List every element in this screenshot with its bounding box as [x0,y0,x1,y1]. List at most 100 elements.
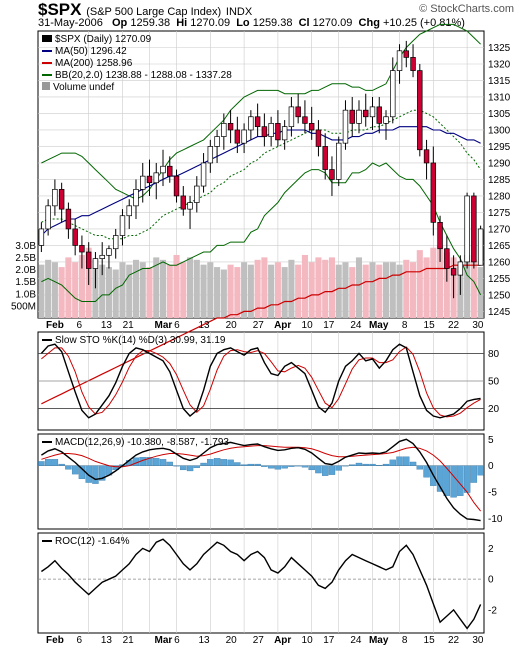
x-axis-label-top: 8 [402,320,408,331]
macd-hist-bar [322,465,329,476]
volume-bar [382,262,390,318]
x-axis-label-bottom: 30 [472,635,484,646]
legend-bb: BB(20,2.0) 1238.88 - 1288.08 - 1337.28 [42,70,232,81]
chg-label: Chg [358,17,380,29]
volume-bar [464,254,471,318]
volume-bar [153,257,160,318]
macd-hist-bar [153,458,160,466]
candle-up [38,228,45,246]
candle-up [207,146,214,164]
candle-up [356,109,362,124]
candle-up [281,126,288,141]
x-axis-label-top: 15 [424,320,436,331]
candle-up [112,235,119,250]
quote-line: 31-May-2006 Op 1259.38 Hi 1270.09 Lo 125… [38,17,465,29]
volume-tick-label: 1.0B [15,289,36,300]
candle-down [315,129,322,147]
macd-tick-label: 5 [488,435,494,446]
symbol-name: (S&P 500 Large Cap Index) [86,6,222,18]
macd-hist-bar [254,463,261,466]
macd-hist-bar [477,465,484,476]
macd-hist-bar [335,465,342,471]
candle-down [471,195,477,263]
volume-bar [349,267,356,318]
bb-mid-line [41,109,482,240]
macd-hist-bar [267,465,275,469]
candle-down [58,188,65,210]
symbol-title: $SPX (S&P 500 Large Cap Index) INDX [38,0,252,20]
volume-tick-label: 2.0B [15,265,36,276]
x-axis-label-top: May [369,320,389,331]
price-tick-label: 1310 [488,92,511,103]
candle-up [52,188,58,207]
volume-bar [227,264,234,318]
candle-down [329,169,335,180]
legend-volume-swatch [42,82,50,90]
x-axis-label-top: 24 [350,320,362,331]
macd-hist-bar [200,462,207,466]
candle-up [390,70,396,118]
x-axis-label-bottom: 13 [101,635,113,646]
volume-bar [335,264,342,318]
candle-up [342,109,349,144]
macd-hist-bar [470,465,478,483]
price-tick-label: 1305 [488,109,511,120]
legend-ma200: MA(200) 1258.96 [42,58,132,69]
macd-line [41,438,481,522]
macd-hist-bar [288,465,295,467]
candle-up [457,261,464,276]
cl-value: 1270.09 [312,17,353,29]
price-tick-label: 1260 [488,257,511,268]
volume-bar [416,250,423,318]
macd-hist-bar [240,464,248,466]
candle-down [295,106,301,118]
hi-value: 1270.09 [190,17,231,29]
x-axis-label-top: 30 [472,320,484,331]
macd-tick-label: 0 [488,461,494,472]
candle-up [119,215,126,236]
volume-bar [268,264,275,318]
volume-bar [437,245,444,318]
volume-bar [38,264,45,318]
volume-tick-label: 500M [11,301,36,312]
volume-bar [369,262,376,318]
candle-down [85,251,92,269]
roc-line [40,538,482,630]
roc-panel-label: ROC(12) -1.64% [42,536,129,547]
op-value: 1259.38 [130,17,171,29]
candle-up [106,248,112,256]
macd-panel-label: MACD(12,26,9) -10.380, -8.587, -1.793 [42,437,229,448]
volume-bar [112,269,119,318]
macd-hist-bar [315,465,322,474]
candle-down [275,123,281,141]
candle-up [335,142,342,180]
volume-bar [92,259,99,318]
macd-hist-bar [403,456,410,466]
candle-down [403,50,410,58]
x-axis-label-top: 13 [198,320,210,331]
candle-up [396,50,403,71]
volume-bar [214,267,221,318]
macd-hist-bar [159,459,167,466]
price-tick-label: 1280 [488,191,511,202]
candle-up [153,172,159,184]
x-axis-label-bottom: 24 [350,635,362,646]
macd-hist-bar [65,465,72,470]
volume-bar [247,264,254,318]
candle-down [437,221,443,250]
macd-hist-bar [71,465,79,475]
price-panel [37,30,485,319]
volume-bar [261,257,268,318]
x-axis-label-top: 6 [77,320,83,331]
symbol: $SPX [38,0,82,19]
x-axis-label-bottom: 6 [174,635,180,646]
macd-hist-bar [294,465,302,467]
macd-hist-bar [463,465,471,493]
roc-label-text: ROC(12) -1.64% [55,536,130,547]
op-label: Op [112,17,128,29]
legend-ma50-swatch [42,50,52,53]
x-axis-label-top: Feb [46,320,64,331]
volume-bar [166,264,173,318]
macd-hist-bar [38,461,45,466]
x-axis-label-bottom: 27 [253,635,265,646]
